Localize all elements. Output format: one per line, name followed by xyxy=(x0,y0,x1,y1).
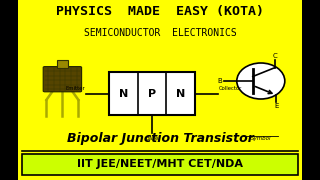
Text: C: C xyxy=(273,53,277,58)
Text: PHYSICS  MADE  EASY (KOTA): PHYSICS MADE EASY (KOTA) xyxy=(56,5,264,18)
Text: Bipolar Junction Transistor: Bipolar Junction Transistor xyxy=(67,132,253,145)
Bar xyxy=(302,0,320,180)
Text: Base: Base xyxy=(145,136,159,141)
Text: SEMICONDUCTOR  ELECTRONICS: SEMICONDUCTOR ELECTRONICS xyxy=(84,28,236,38)
Text: B: B xyxy=(218,78,222,84)
Text: Symbol: Symbol xyxy=(251,136,271,141)
Bar xyxy=(0,0,18,180)
Text: P: P xyxy=(148,89,156,99)
Text: N: N xyxy=(119,89,128,99)
Text: E: E xyxy=(274,103,278,109)
Text: N: N xyxy=(176,89,185,99)
FancyBboxPatch shape xyxy=(43,67,82,92)
Ellipse shape xyxy=(237,63,285,99)
Bar xyxy=(57,60,68,68)
Text: IIT JEE/NEET/MHT CET/NDA: IIT JEE/NEET/MHT CET/NDA xyxy=(77,159,243,169)
Bar xyxy=(22,154,298,175)
Text: Collector: Collector xyxy=(219,86,243,91)
Bar xyxy=(109,72,195,115)
Text: Emitter: Emitter xyxy=(65,86,85,91)
